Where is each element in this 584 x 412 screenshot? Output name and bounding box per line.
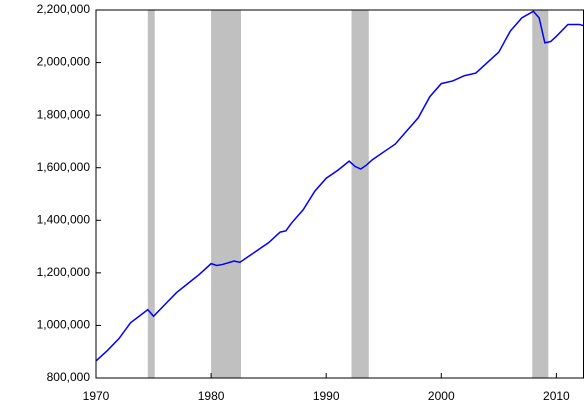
plot-frame: [95, 9, 584, 379]
recession-band: [351, 10, 369, 378]
x-tick-label: 1970: [83, 389, 110, 403]
x-tick-label: 2010: [543, 389, 570, 403]
y-tick-label: 2,000,000: [37, 55, 91, 69]
recession-band: [211, 10, 242, 378]
x-tick-label: 1990: [313, 389, 340, 403]
y-tick-label: 1,600,000: [37, 160, 91, 174]
series-line: [95, 10, 584, 362]
recession-band: [147, 10, 155, 378]
x-tick-label: 2000: [428, 389, 455, 403]
y-tick-label: 1,000,000: [37, 318, 91, 332]
x-tick-label: 1980: [198, 389, 225, 403]
y-tick-label: 800,000: [47, 370, 91, 384]
y-tick-label: 2,200,000: [37, 2, 91, 16]
y-tick-label: 1,400,000: [37, 212, 91, 226]
y-tick-label: 1,800,000: [37, 107, 91, 121]
y-tick-label: 1,200,000: [37, 265, 91, 279]
recession-band: [532, 10, 549, 378]
